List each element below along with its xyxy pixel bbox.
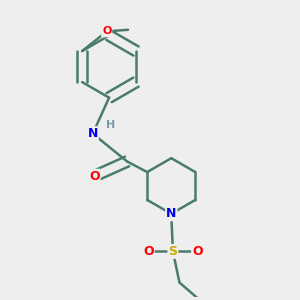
Text: O: O: [89, 170, 100, 183]
Text: S: S: [168, 245, 177, 258]
Text: N: N: [166, 207, 176, 220]
Text: O: O: [102, 26, 111, 36]
Text: O: O: [192, 245, 203, 258]
Text: H: H: [106, 121, 116, 130]
Text: N: N: [88, 127, 98, 140]
Text: O: O: [143, 245, 154, 258]
